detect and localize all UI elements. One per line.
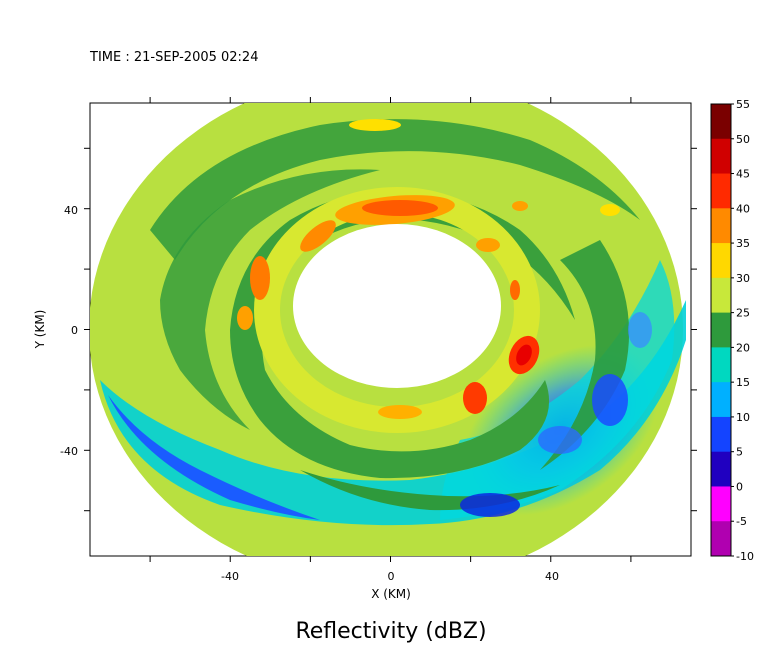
spiral-band-1 [150,119,640,260]
x-tick-label: -40 [221,570,239,583]
colorbar-band [711,521,731,557]
y-tick-label: -40 [60,445,78,458]
colorbar-band [711,382,731,418]
colorbar-label: 10 [736,411,750,424]
colorbar-band [711,104,731,140]
cell-north-core [362,200,438,216]
colorbar-frame [710,103,732,557]
blue-cluster-1 [592,374,628,426]
colorbar-label: -10 [736,550,754,563]
y-tick-label: 40 [64,204,78,217]
reflectivity-field [90,103,686,556]
x-tick-label: 40 [545,570,559,583]
eye-region [293,224,501,388]
colorbar-band [711,243,731,279]
colorbar-band [711,312,731,348]
colorbar-label: 40 [736,202,750,215]
colorbar-band [711,347,731,383]
spiral-band-4 [540,240,630,470]
cell-far-n [349,119,401,131]
y-axis-ticks [84,147,697,512]
colorbar-label: 0 [736,480,743,493]
x-tick-label: 0 [388,570,395,583]
colorbar-label: 50 [736,133,750,146]
colorbar-label: 25 [736,307,750,320]
time-label: TIME : 21-SEP-2005 02:24 [89,50,258,65]
cell-far-ne [512,201,528,211]
colorbar-label: 45 [736,168,750,181]
colorbar-band [711,173,731,209]
blue-cluster-2 [538,426,582,454]
cell-s [378,405,422,419]
cell-ne [476,238,500,252]
colorbar-band [711,486,731,522]
blue-cluster-4 [628,312,652,348]
colorbar-label: 35 [736,237,750,250]
spiral-band-2 [160,169,380,430]
x-axis-title: X (KM) [371,587,411,601]
colorbar-label: 15 [736,376,750,389]
colorbar-band [711,277,731,314]
cell-far-e [600,204,620,216]
cell-west-2 [237,306,253,330]
colorbar-band [711,416,731,453]
cell-se [463,382,487,414]
cell-nw [300,220,336,252]
colorbar-band [711,138,731,175]
chart-title: Reflectivity (dBZ) [295,619,486,644]
colorbar-band [711,451,731,487]
x-axis-ticks [149,97,632,562]
cell-ene [510,280,520,300]
cell-east-core [516,344,532,366]
blue-cluster-3 [460,493,520,517]
colorbar-label: 30 [736,272,750,285]
colorbar-label: 20 [736,341,750,354]
y-tick-label: 0 [71,324,78,337]
colorbar-label: -5 [736,515,747,528]
colorbar-label: 55 [736,98,750,111]
cell-west [250,256,270,300]
colorbar-label: 5 [736,446,743,459]
colorbar-band [711,208,731,244]
y-axis-title: Y (KM) [33,310,47,350]
